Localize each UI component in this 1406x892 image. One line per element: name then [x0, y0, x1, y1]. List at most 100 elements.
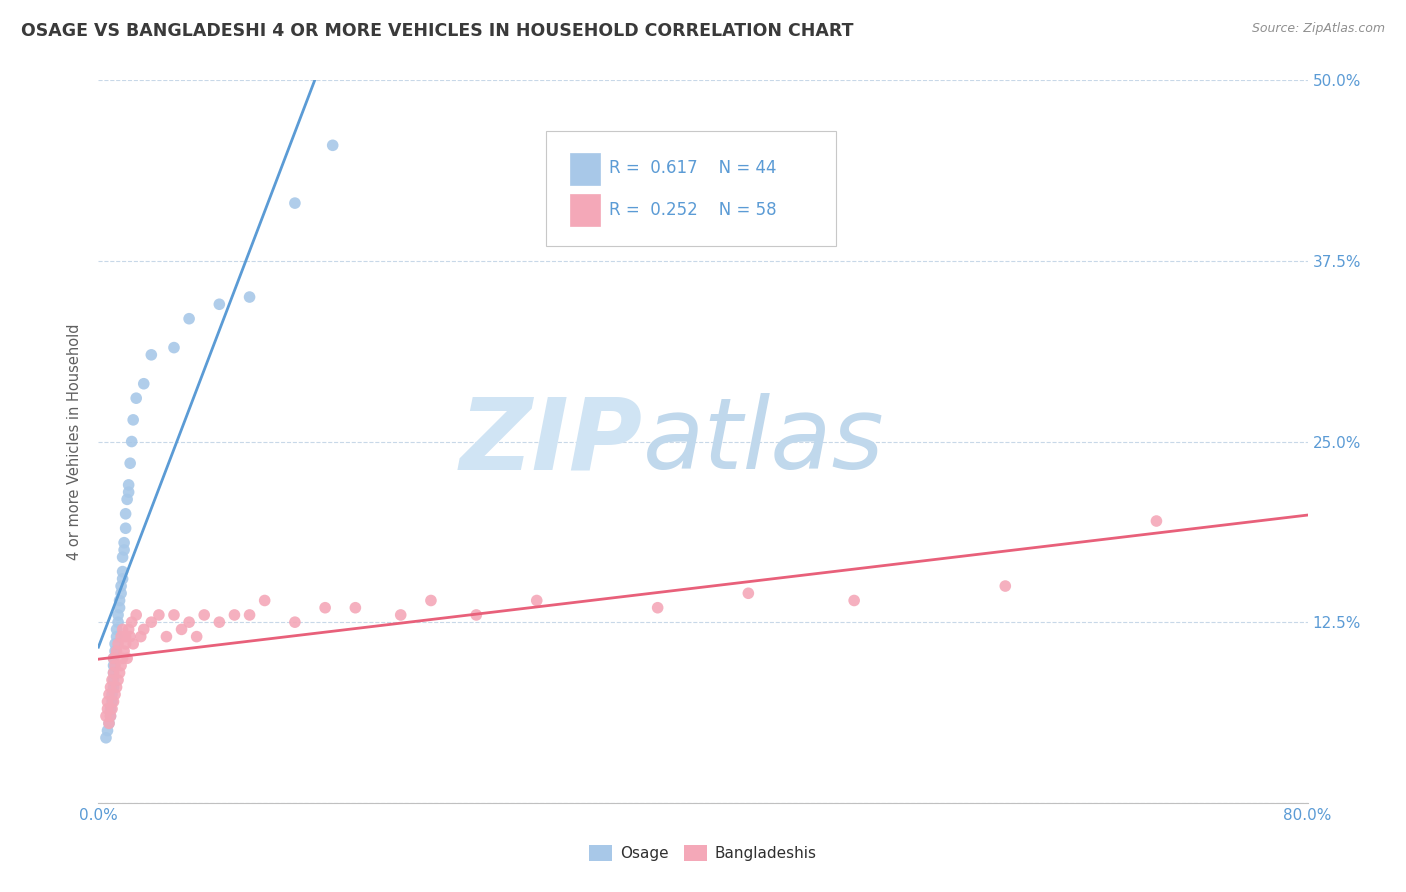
Point: [103, 665, 125, 680]
Point: [103, 680, 125, 694]
Point: [314, 600, 336, 615]
Y-axis label: 4 or more Vehicles in Household: 4 or more Vehicles in Household: [67, 323, 83, 560]
FancyBboxPatch shape: [546, 131, 837, 246]
Point: [107, 637, 129, 651]
Point: [107, 673, 129, 687]
Point: [122, 637, 145, 651]
Point: [526, 593, 548, 607]
Point: [121, 615, 143, 630]
Point: [208, 615, 231, 630]
Point: [108, 665, 131, 680]
Point: [132, 376, 155, 391]
Point: [129, 630, 152, 644]
Point: [111, 623, 134, 637]
Point: [104, 644, 127, 658]
Point: [389, 607, 412, 622]
Point: [103, 695, 125, 709]
Point: [1144, 514, 1167, 528]
Point: [103, 665, 125, 680]
Point: [141, 615, 163, 630]
Point: [104, 658, 127, 673]
Point: [103, 673, 125, 687]
Point: [125, 391, 148, 405]
Text: Source: ZipAtlas.com: Source: ZipAtlas.com: [1251, 22, 1385, 36]
Point: [118, 478, 141, 492]
Point: [107, 607, 129, 622]
Point: [163, 341, 186, 355]
Point: [208, 297, 231, 311]
Point: [98, 716, 121, 731]
Point: [111, 572, 134, 586]
Point: [114, 630, 136, 644]
Point: [110, 630, 132, 644]
Point: [122, 413, 145, 427]
Point: [105, 630, 128, 644]
Point: [115, 651, 138, 665]
FancyBboxPatch shape: [569, 153, 600, 185]
Point: [170, 623, 193, 637]
Point: [284, 615, 307, 630]
Point: [101, 673, 124, 687]
Point: [465, 607, 488, 622]
Point: [148, 607, 170, 622]
Point: [322, 138, 344, 153]
Point: [103, 651, 125, 665]
Point: [100, 709, 122, 723]
Point: [141, 348, 163, 362]
Text: atlas: atlas: [643, 393, 884, 490]
Point: [121, 434, 143, 449]
Point: [844, 593, 866, 607]
Legend: Osage, Bangladeshis: Osage, Bangladeshis: [583, 839, 823, 867]
Point: [125, 607, 148, 622]
Point: [132, 623, 155, 637]
Point: [100, 702, 122, 716]
Point: [104, 637, 127, 651]
Point: [239, 607, 262, 622]
Point: [107, 615, 129, 630]
Point: [111, 565, 134, 579]
Point: [114, 507, 136, 521]
Point: [105, 623, 128, 637]
Point: [179, 311, 201, 326]
Point: [105, 680, 128, 694]
Point: [112, 542, 135, 557]
Point: [96, 702, 118, 716]
Point: [101, 702, 124, 716]
Text: OSAGE VS BANGLADESHI 4 OR MORE VEHICLES IN HOUSEHOLD CORRELATION CHART: OSAGE VS BANGLADESHI 4 OR MORE VEHICLES …: [21, 22, 853, 40]
Text: R =  0.252    N = 58: R = 0.252 N = 58: [609, 202, 776, 219]
Point: [994, 579, 1017, 593]
Point: [111, 550, 134, 565]
Point: [224, 607, 246, 622]
Point: [163, 607, 186, 622]
Point: [193, 607, 215, 622]
Point: [111, 651, 134, 665]
Point: [110, 586, 132, 600]
Point: [118, 623, 141, 637]
Point: [96, 723, 118, 738]
Point: [108, 593, 131, 607]
Point: [239, 290, 262, 304]
Point: [120, 630, 142, 644]
Point: [103, 651, 125, 665]
Point: [98, 716, 121, 731]
Point: [96, 695, 118, 709]
Point: [98, 687, 121, 701]
Point: [253, 593, 276, 607]
Point: [105, 644, 128, 658]
Point: [112, 535, 135, 549]
Point: [155, 630, 177, 644]
Point: [115, 492, 138, 507]
Point: [101, 687, 124, 701]
Point: [104, 687, 127, 701]
Point: [647, 600, 669, 615]
Point: [103, 658, 125, 673]
Point: [114, 521, 136, 535]
Text: ZIP: ZIP: [460, 393, 643, 490]
Point: [344, 600, 367, 615]
Point: [100, 709, 122, 723]
Point: [284, 196, 307, 211]
Point: [420, 593, 443, 607]
Point: [179, 615, 201, 630]
Point: [108, 600, 131, 615]
Point: [94, 709, 117, 723]
